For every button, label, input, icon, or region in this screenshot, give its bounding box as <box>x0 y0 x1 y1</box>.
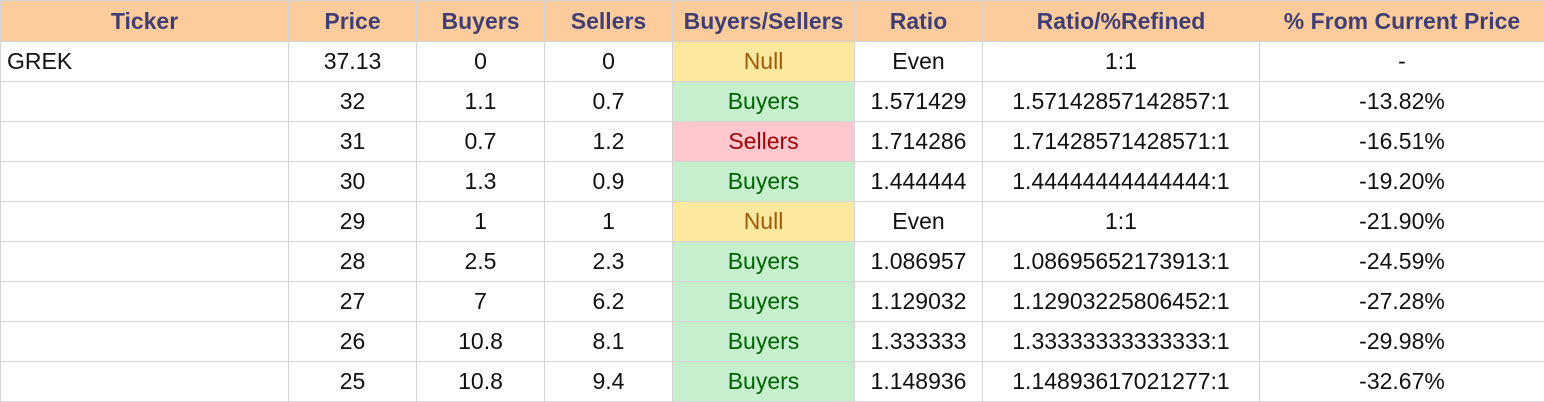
buyers-cell: 1.1 <box>417 82 545 122</box>
sellers-cell: 2.3 <box>545 242 673 282</box>
price-cell: 37.13 <box>289 42 417 82</box>
ticker-cell <box>1 162 289 202</box>
header-pct-from-current: % From Current Price <box>1260 1 1544 42</box>
ratio-refined-cell: 1.08695652173913:1 <box>983 242 1260 282</box>
pct-from-current-cell: - <box>1260 42 1544 82</box>
buyers-sellers-cell: Buyers <box>673 362 855 402</box>
header-ratio: Ratio <box>855 1 983 42</box>
ratio-cell: Even <box>855 42 983 82</box>
pct-from-current-cell: -32.67% <box>1260 362 1544 402</box>
header-price: Price <box>289 1 417 42</box>
price-cell: 32 <box>289 82 417 122</box>
buyers-sellers-cell: Null <box>673 202 855 242</box>
ratio-cell: 1.333333 <box>855 322 983 362</box>
ratio-cell: 1.086957 <box>855 242 983 282</box>
ticker-cell <box>1 202 289 242</box>
ratio-refined-cell: 1.71428571428571:1 <box>983 122 1260 162</box>
header-buyers: Buyers <box>417 1 545 42</box>
ticker-cell <box>1 242 289 282</box>
pct-from-current-cell: -16.51% <box>1260 122 1544 162</box>
buyers-sellers-cell: Buyers <box>673 322 855 362</box>
buyers-cell: 0 <box>417 42 545 82</box>
buyers-sellers-cell: Buyers <box>673 282 855 322</box>
sellers-cell: 6.2 <box>545 282 673 322</box>
ratio-cell: 1.129032 <box>855 282 983 322</box>
price-cell: 31 <box>289 122 417 162</box>
ticker-cell <box>1 122 289 162</box>
ratio-cell: 1.571429 <box>855 82 983 122</box>
ratio-refined-cell: 1.14893617021277:1 <box>983 362 1260 402</box>
header-row: Ticker Price Buyers Sellers Buyers/Selle… <box>1 1 1544 42</box>
sellers-cell: 0 <box>545 42 673 82</box>
sellers-cell: 1.2 <box>545 122 673 162</box>
ratio-refined-cell: 1.44444444444444:1 <box>983 162 1260 202</box>
pct-from-current-cell: -19.20% <box>1260 162 1544 202</box>
buyers-cell: 7 <box>417 282 545 322</box>
ticker-cell <box>1 362 289 402</box>
sellers-cell: 0.9 <box>545 162 673 202</box>
buyers-cell: 0.7 <box>417 122 545 162</box>
pct-from-current-cell: -27.28% <box>1260 282 1544 322</box>
ratio-refined-cell: 1.57142857142857:1 <box>983 82 1260 122</box>
ratio-refined-cell: 1.12903225806452:1 <box>983 282 1260 322</box>
sellers-cell: 9.4 <box>545 362 673 402</box>
buyers-cell: 1.3 <box>417 162 545 202</box>
header-buyers-sellers: Buyers/Sellers <box>673 1 855 42</box>
price-cell: 29 <box>289 202 417 242</box>
pct-from-current-cell: -24.59% <box>1260 242 1544 282</box>
ratio-cell: Even <box>855 202 983 242</box>
ratio-cell: 1.148936 <box>855 362 983 402</box>
price-cell: 25 <box>289 362 417 402</box>
ratio-refined-cell: 1:1 <box>983 42 1260 82</box>
ticker-cell: GREK <box>1 42 289 82</box>
ticker-cell <box>1 322 289 362</box>
price-cell: 30 <box>289 162 417 202</box>
header-ratio-refined: Ratio/%Refined <box>983 1 1260 42</box>
ratio-cell: 1.444444 <box>855 162 983 202</box>
price-cell: 26 <box>289 322 417 362</box>
price-cell: 27 <box>289 282 417 322</box>
ratio-refined-cell: 1.33333333333333:1 <box>983 322 1260 362</box>
pct-from-current-cell: -13.82% <box>1260 82 1544 122</box>
price-cell: 28 <box>289 242 417 282</box>
ticker-cell <box>1 282 289 322</box>
buyers-sellers-cell: Buyers <box>673 82 855 122</box>
buyers-cell: 10.8 <box>417 322 545 362</box>
sellers-cell: 1 <box>545 202 673 242</box>
buyers-cell: 2.5 <box>417 242 545 282</box>
pct-from-current-cell: -21.90% <box>1260 202 1544 242</box>
buyers-sellers-cell: Buyers <box>673 242 855 282</box>
sellers-cell: 8.1 <box>545 322 673 362</box>
header-ticker: Ticker <box>1 1 289 42</box>
buyers-sellers-cell: Buyers <box>673 162 855 202</box>
ticker-cell <box>1 82 289 122</box>
sellers-cell: 0.7 <box>545 82 673 122</box>
pct-from-current-cell: -29.98% <box>1260 322 1544 362</box>
buyers-sellers-cell: Sellers <box>673 122 855 162</box>
ratio-cell: 1.714286 <box>855 122 983 162</box>
buyers-cell: 10.8 <box>417 362 545 402</box>
header-sellers: Sellers <box>545 1 673 42</box>
ratio-refined-cell: 1:1 <box>983 202 1260 242</box>
buyers-cell: 1 <box>417 202 545 242</box>
buyers-sellers-cell: Null <box>673 42 855 82</box>
